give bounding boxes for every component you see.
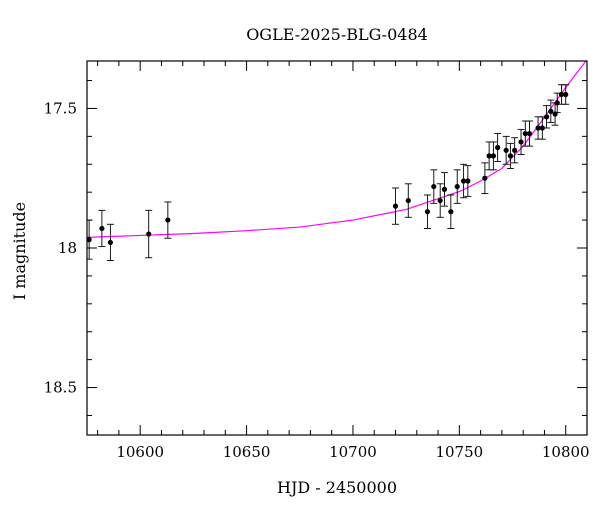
point-marker <box>146 231 152 237</box>
data-point <box>521 120 529 147</box>
data-point <box>164 201 172 239</box>
point-marker <box>522 130 528 137</box>
data-point <box>106 223 114 262</box>
point-marker <box>543 114 550 120</box>
point-marker <box>448 209 454 215</box>
point-marker <box>518 139 524 145</box>
data-point <box>562 84 570 105</box>
point-marker <box>563 91 569 98</box>
point-marker <box>431 183 437 190</box>
point-marker <box>486 153 492 159</box>
data-point <box>502 135 510 165</box>
data-point <box>460 163 468 199</box>
data-point <box>485 141 493 171</box>
point-marker <box>460 178 467 184</box>
data-point <box>464 165 472 197</box>
point-marker <box>87 237 92 243</box>
data-point <box>392 187 400 225</box>
y-axis-label: I magnitude <box>10 202 29 300</box>
point-marker <box>405 197 411 204</box>
point-marker <box>535 125 541 131</box>
point-marker <box>558 91 565 98</box>
y-tick-label: 18 <box>58 239 77 257</box>
data-point <box>440 172 448 207</box>
data-point <box>430 169 438 204</box>
data-point <box>543 105 551 129</box>
axis-ticks: 10600 10650 10700 10750 10800 17.5 18 18.5 <box>44 61 590 461</box>
point-marker <box>424 209 431 215</box>
point-marker <box>482 175 488 181</box>
point-marker <box>507 153 514 159</box>
data-point <box>489 141 497 171</box>
point-marker <box>512 147 518 153</box>
data-point <box>447 194 455 229</box>
data-point <box>494 133 502 162</box>
x-tick-label: 10800 <box>542 443 590 461</box>
x-tick-label: 10700 <box>329 443 377 461</box>
point-marker <box>490 153 496 159</box>
data-point <box>404 183 412 218</box>
data-point <box>436 183 444 218</box>
point-marker <box>107 239 114 246</box>
data-point <box>517 128 525 155</box>
data-point <box>547 99 555 123</box>
data-point <box>453 169 461 204</box>
data-point <box>423 194 431 229</box>
data-point <box>534 116 542 140</box>
point-marker <box>465 178 471 184</box>
point-marker <box>548 108 554 114</box>
x-tick-label: 10750 <box>435 443 483 461</box>
x-tick-label: 10650 <box>223 443 271 461</box>
point-marker <box>392 203 399 209</box>
point-marker <box>503 147 509 153</box>
x-tick-label: 10600 <box>116 443 164 461</box>
point-marker <box>99 225 105 232</box>
data-point <box>526 120 534 147</box>
point-marker <box>539 125 545 131</box>
model-curve <box>87 61 587 238</box>
chart-title: OGLE-2025-BLG-0484 <box>246 25 428 44</box>
point-marker <box>495 144 501 151</box>
point-marker <box>454 183 460 190</box>
point-marker <box>526 130 533 137</box>
plot-frame <box>86 60 588 436</box>
plot-marks <box>87 61 587 262</box>
y-tick-label: 17.5 <box>44 99 77 117</box>
y-tick-label: 18.5 <box>44 379 77 397</box>
data-point <box>98 209 106 248</box>
data-point <box>506 142 514 169</box>
point-marker <box>441 186 448 192</box>
data-point <box>511 137 519 164</box>
point-marker <box>165 217 171 223</box>
x-axis-label: HJD - 2450000 <box>277 478 397 497</box>
point-marker <box>437 197 443 204</box>
data-point <box>481 162 489 195</box>
data-point <box>145 209 153 259</box>
